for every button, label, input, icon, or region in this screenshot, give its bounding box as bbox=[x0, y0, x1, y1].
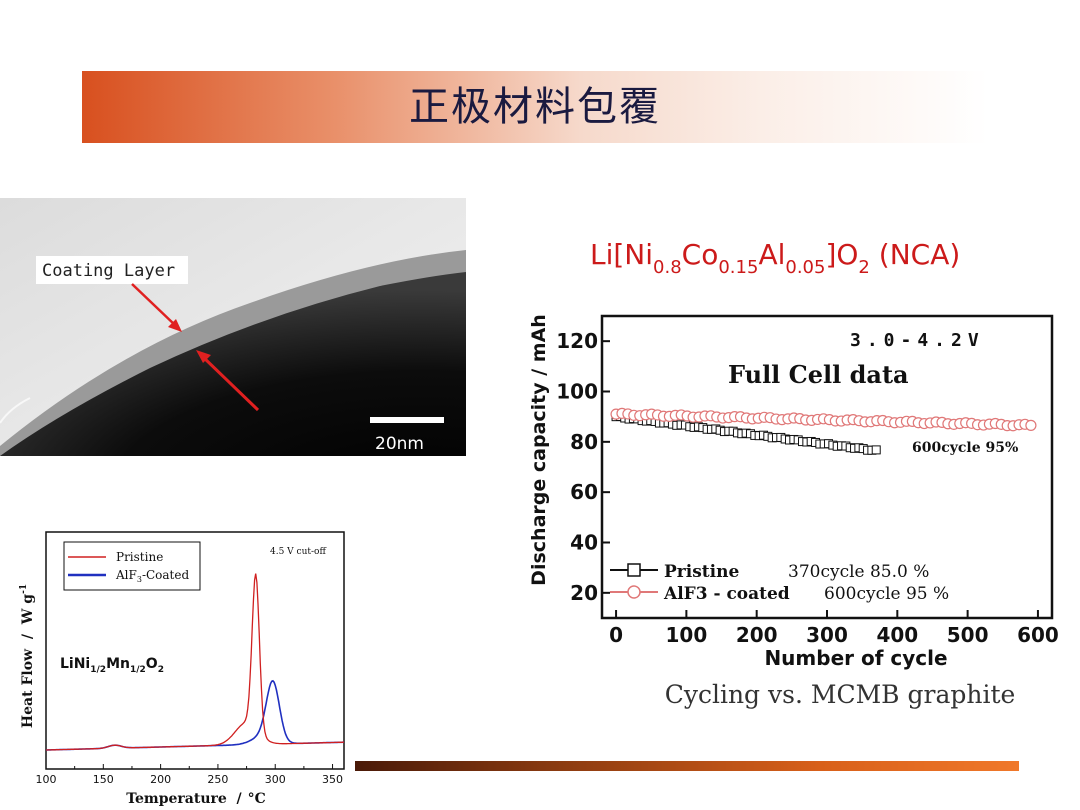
arrow-to-coating bbox=[131, 283, 177, 327]
arrow-head-coating bbox=[168, 319, 182, 332]
x-tick-label: 300 bbox=[806, 623, 848, 647]
dsc-x-tick-label: 150 bbox=[93, 773, 114, 786]
coating-label: Coating Layer bbox=[42, 261, 175, 281]
dsc-axis-ticks: 100 150 200 250 300 350 bbox=[36, 764, 343, 786]
y-tick-label: 80 bbox=[570, 430, 598, 454]
slide-title: 正极材料包覆 bbox=[409, 84, 661, 130]
dsc-legend-box bbox=[63, 541, 201, 591]
dsc-x-tick-label: 200 bbox=[150, 773, 171, 786]
y-tick-label: 120 bbox=[556, 329, 598, 353]
figure-caption: Cycling vs. MCMB graphite bbox=[665, 680, 1016, 709]
x-tick-label: 0 bbox=[609, 623, 623, 647]
legend-note-pristine: 370cycle 85.0 % bbox=[788, 562, 929, 582]
series-markers bbox=[610, 407, 1037, 455]
arrow-head-core bbox=[196, 350, 211, 363]
x-tick-label: 100 bbox=[666, 623, 708, 647]
x-tick-label: 500 bbox=[947, 623, 989, 647]
legend-marker-coated bbox=[627, 585, 641, 599]
dsc-curve-pristine bbox=[46, 573, 344, 751]
legend-label-coated: AlF3 - coated bbox=[663, 584, 790, 604]
chart-title: Full Cell data bbox=[728, 360, 909, 389]
scale-bar bbox=[370, 417, 444, 423]
dsc-x-tick-label: 300 bbox=[265, 773, 286, 786]
coating-label-box bbox=[36, 256, 188, 284]
legend-marker-pristine bbox=[627, 563, 641, 577]
legend-note-coated: 600cycle 95 % bbox=[824, 584, 949, 604]
pristine-point bbox=[871, 445, 881, 455]
annotation-600cycle: 600cycle 95% bbox=[912, 440, 1018, 456]
x-tick-label: 200 bbox=[736, 623, 778, 647]
voltage-label: 3.0-4.2V bbox=[850, 330, 985, 351]
dsc-legend-label-coated: AlF3-Coated bbox=[115, 568, 189, 584]
dsc-x-tick-label: 350 bbox=[322, 773, 343, 786]
y-tick-label: 20 bbox=[570, 581, 598, 605]
dsc-condition-label: 4.5 V cut-off bbox=[270, 547, 326, 557]
x-tick-label: 600 bbox=[1017, 623, 1059, 647]
dsc-curves bbox=[46, 573, 344, 751]
x-axis-label: Number of cycle bbox=[764, 646, 947, 670]
dsc-x-tick-label: 250 bbox=[207, 773, 228, 786]
title-bar: 正极材料包覆 bbox=[82, 71, 988, 143]
axis-ticks: 20 40 60 80 100 120 0 100 200 300 400 500 600 bbox=[556, 329, 1059, 647]
dsc-figure: 100 150 200 250 300 350 Pristine AlF3-Coated … bbox=[19, 531, 345, 807]
y-tick-label: 60 bbox=[570, 480, 598, 504]
x-tick-label: 400 bbox=[876, 623, 918, 647]
formula-title: Li[Ni0.8Co0.15Al0.05]O2 (NCA) bbox=[590, 238, 960, 278]
dsc-x-axis-label: Temperature / °C bbox=[126, 791, 266, 807]
scale-label: 20nm bbox=[375, 434, 424, 454]
coated-point bbox=[1025, 419, 1037, 431]
cycling-figure: Li[Ni0.8Co0.15Al0.05]O2 (NCA) 20 40 60 80 10… bbox=[528, 238, 1059, 709]
dsc-compound-label: LiNi1/2Mn1/2O2 bbox=[60, 656, 164, 675]
particle-core bbox=[0, 272, 466, 456]
dsc-curve-coated bbox=[46, 679, 344, 751]
dsc-plot-frame bbox=[45, 531, 345, 770]
dsc-x-tick-label: 100 bbox=[36, 773, 57, 786]
tem-micrograph: Coating Layer 20nm bbox=[0, 198, 466, 456]
dsc-legend-label-pristine: Pristine bbox=[116, 550, 163, 564]
y-tick-label: 100 bbox=[556, 380, 598, 404]
y-axis-label: Discharge capacity / mAh bbox=[528, 314, 550, 586]
y-tick-label: 40 bbox=[570, 531, 598, 555]
arrow-from-core bbox=[200, 354, 260, 412]
legend-label-pristine: Pristine bbox=[664, 562, 739, 582]
particle-bright-edge bbox=[0, 397, 31, 424]
dsc-y-axis-label: Heat Flow / W g-1 bbox=[19, 584, 36, 728]
bottom-accent-bar bbox=[355, 761, 1019, 771]
